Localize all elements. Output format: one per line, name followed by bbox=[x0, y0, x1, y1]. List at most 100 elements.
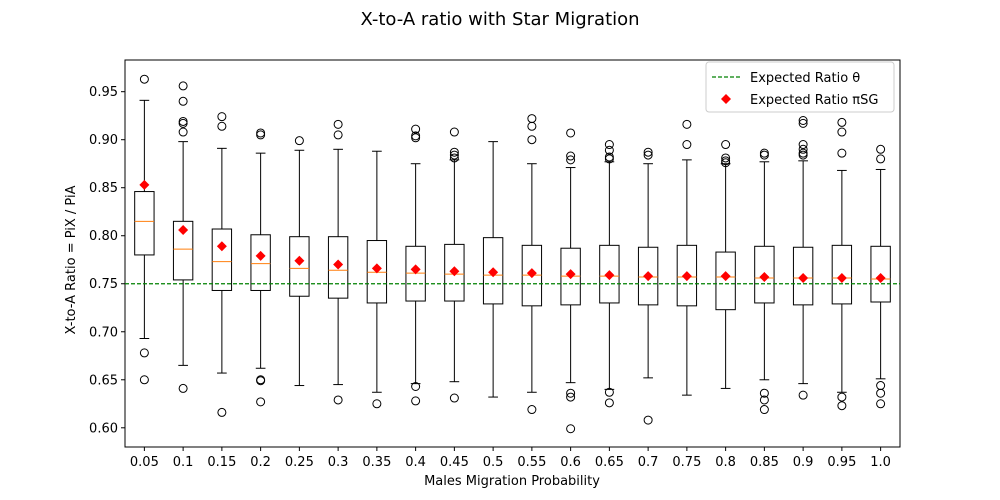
outlier-point bbox=[333, 119, 343, 129]
y-tick-label: 0.85 bbox=[89, 181, 118, 196]
iqr-box bbox=[134, 191, 155, 256]
x-axis-label: Males Migration Probability bbox=[424, 474, 600, 489]
iqr-box bbox=[637, 246, 659, 306]
pisg-marker-series bbox=[139, 179, 886, 283]
outlier-point bbox=[837, 127, 847, 137]
iqr-box bbox=[831, 244, 853, 305]
pisg-marker bbox=[371, 263, 382, 274]
outlier-point bbox=[139, 74, 149, 84]
outlier-point bbox=[759, 388, 769, 398]
pisg-marker bbox=[643, 271, 654, 282]
x-tick-label: 0.9 bbox=[793, 455, 814, 470]
outlier-point bbox=[604, 140, 614, 150]
iqr-box bbox=[482, 237, 504, 305]
outlier-point bbox=[256, 397, 266, 407]
outlier-point bbox=[876, 154, 886, 164]
outlier-point bbox=[721, 158, 731, 168]
x-tick-label: 0.95 bbox=[827, 455, 856, 470]
box-0.35 bbox=[366, 150, 388, 409]
legend-frame bbox=[705, 61, 895, 113]
y-tick-label: 0.90 bbox=[89, 133, 118, 148]
outlier-point bbox=[876, 399, 886, 409]
pisg-marker bbox=[488, 267, 499, 278]
outlier-point bbox=[566, 388, 576, 398]
y-axis: 0.60 0.65 0.70 0.75 0.80 0.85 0.90 0.95 bbox=[89, 85, 125, 436]
iqr-box bbox=[599, 244, 620, 304]
pisg-marker bbox=[178, 224, 189, 235]
outlier-point bbox=[178, 127, 188, 137]
outlier-point bbox=[721, 140, 731, 150]
outlier-point bbox=[604, 387, 614, 397]
outlier-point bbox=[643, 147, 653, 157]
outlier-point bbox=[566, 392, 576, 402]
outlier-point bbox=[798, 390, 808, 400]
iqr-box bbox=[211, 228, 233, 291]
outlier-point bbox=[449, 127, 459, 137]
outlier-point bbox=[411, 124, 421, 134]
outlier-point bbox=[876, 388, 886, 398]
pisg-marker bbox=[875, 272, 886, 283]
iqr-box bbox=[715, 251, 736, 311]
x-tick-label: 0.65 bbox=[595, 455, 624, 470]
pisg-marker bbox=[255, 250, 266, 261]
box-0.05 bbox=[134, 74, 155, 385]
outlier-point bbox=[566, 151, 576, 161]
outlier-point bbox=[876, 144, 886, 154]
outlier-point bbox=[411, 382, 421, 392]
pisg-marker bbox=[759, 272, 770, 283]
outlier-point bbox=[411, 133, 421, 143]
pisg-marker bbox=[410, 264, 421, 275]
iqr-box bbox=[172, 220, 194, 281]
y-tick-label: 0.60 bbox=[89, 421, 118, 436]
outlier-point bbox=[449, 153, 459, 163]
box-0.95 bbox=[831, 117, 853, 411]
x-tick-label: 0.55 bbox=[517, 455, 546, 470]
x-tick-label: 0.75 bbox=[672, 455, 701, 470]
chart-title: X-to-A ratio with Star Migration bbox=[360, 9, 639, 30]
outlier-point bbox=[566, 424, 576, 434]
outlier-point bbox=[256, 130, 266, 140]
outlier-point bbox=[798, 144, 808, 154]
outlier-point bbox=[798, 118, 808, 128]
iqr-box bbox=[792, 246, 814, 306]
outlier-point bbox=[333, 130, 343, 140]
x-tick-label: 0.2 bbox=[250, 455, 271, 470]
outlier-point bbox=[178, 118, 188, 128]
pisg-marker bbox=[720, 271, 731, 282]
x-tick-label: 0.6 bbox=[560, 455, 581, 470]
outlier-point bbox=[604, 154, 614, 164]
x-tick-label: 0.05 bbox=[130, 455, 159, 470]
box-series bbox=[134, 74, 891, 434]
pisg-marker bbox=[216, 241, 227, 252]
plot-frame bbox=[124, 59, 901, 448]
outlier-point bbox=[527, 135, 537, 145]
pisg-marker bbox=[294, 255, 305, 266]
outlier-point bbox=[682, 140, 692, 150]
box-0.6 bbox=[560, 128, 581, 434]
outlier-point bbox=[643, 415, 653, 425]
x-tick-label: 1.0 bbox=[870, 455, 891, 470]
iqr-box bbox=[289, 236, 310, 297]
outlier-point bbox=[837, 392, 847, 402]
y-tick-label: 0.75 bbox=[89, 277, 118, 292]
outlier-point bbox=[527, 405, 537, 415]
outlier-point bbox=[798, 150, 808, 160]
outlier-point bbox=[837, 401, 847, 411]
legend-theta-label: Expected Ratio θ bbox=[750, 71, 860, 86]
outlier-point bbox=[566, 128, 576, 138]
iqr-box bbox=[444, 243, 465, 302]
x-tick-label: 0.4 bbox=[405, 455, 426, 470]
box-1.0 bbox=[870, 144, 891, 409]
pisg-marker bbox=[139, 179, 150, 190]
iqr-box bbox=[754, 245, 775, 304]
outlier-point bbox=[217, 112, 227, 122]
outlier-point bbox=[139, 348, 149, 358]
x-tick-label: 0.35 bbox=[362, 455, 391, 470]
x-tick-label: 0.3 bbox=[328, 455, 349, 470]
outlier-point bbox=[604, 398, 614, 408]
outlier-point bbox=[643, 150, 653, 160]
pisg-marker bbox=[681, 271, 692, 282]
pisg-marker bbox=[604, 270, 615, 281]
pisg-marker bbox=[449, 266, 460, 277]
box-0.75 bbox=[676, 119, 698, 396]
